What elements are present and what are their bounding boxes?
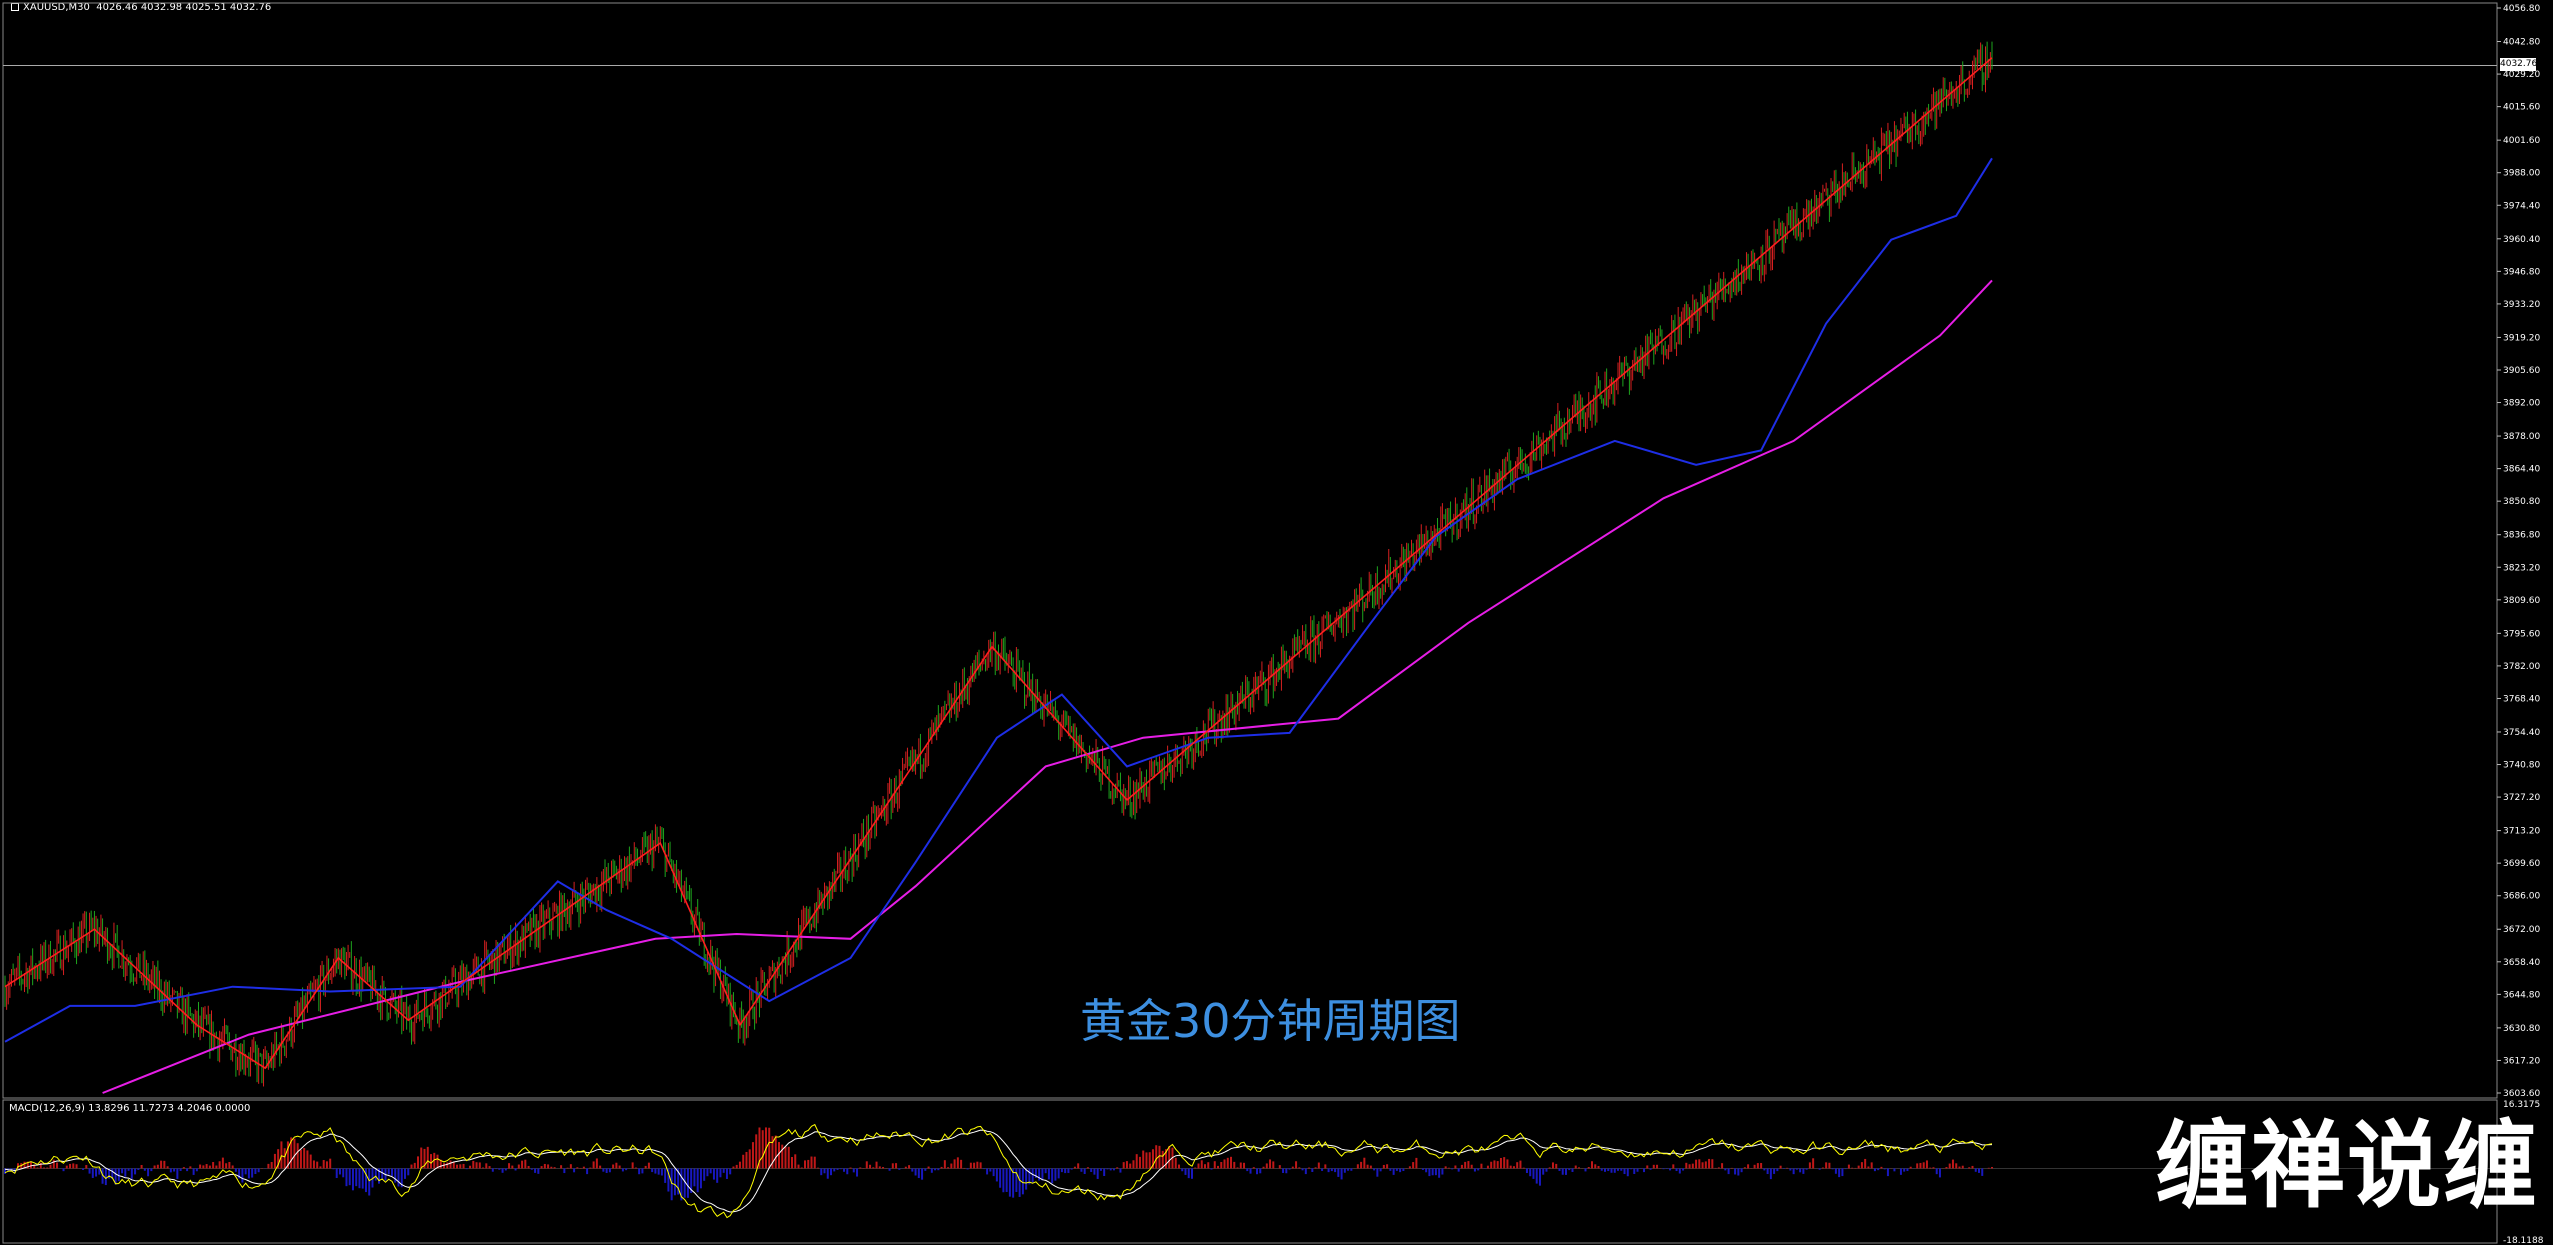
- macd-label: MACD(12,26,9) 13.8296 11.7273 4.2046 0.0…: [9, 1103, 251, 1114]
- y-tick-label: 3617.20: [2503, 1056, 2540, 1066]
- plot-frame: [2, 2, 2498, 1099]
- macd-frame: [2, 1099, 2498, 1244]
- chart-watermark: 黄金30分钟周期图: [1080, 994, 1461, 1048]
- ma-slow-line: [102, 279, 1993, 1094]
- y-tick-label: 3603.60: [2503, 1089, 2540, 1099]
- y-tick-label: 3850.80: [2503, 497, 2540, 507]
- macd-line: [4, 1123, 1993, 1219]
- y-tick-label: 3892.00: [2503, 399, 2540, 409]
- y-tick-label: 3795.60: [2503, 629, 2540, 639]
- y-tick-label: 3727.20: [2503, 793, 2540, 803]
- y-tick-label: 3740.80: [2503, 761, 2540, 771]
- y-tick-label: 3919.20: [2503, 333, 2540, 343]
- candles: [4, 41, 1993, 1087]
- y-tick-label: 3974.40: [2503, 201, 2540, 211]
- y-tick-label: 3713.20: [2503, 827, 2540, 837]
- y-tick-label: 3768.40: [2503, 694, 2540, 704]
- macd-tick-label: -18.1188: [2503, 1236, 2544, 1245]
- y-tick-label: 3836.80: [2503, 531, 2540, 541]
- y-tick-label: 3864.40: [2503, 465, 2540, 475]
- macd-tick-label: 0.00: [2503, 1164, 2523, 1174]
- y-tick-label: 3644.80: [2503, 990, 2540, 1000]
- y-tick-label: 4056.80: [2503, 4, 2540, 14]
- symbol-label: XAUUSD,M30: [23, 2, 90, 13]
- y-tick-label: 3960.40: [2503, 235, 2540, 245]
- y-tick-label: 3658.40: [2503, 958, 2540, 968]
- y-tick-label: 3988.00: [2503, 169, 2540, 179]
- y-tick-label: 3782.00: [2503, 662, 2540, 672]
- ma-fast-line: [4, 157, 1993, 1043]
- y-tick-label: 4015.60: [2503, 103, 2540, 113]
- y-tick-label: 3630.80: [2503, 1024, 2540, 1034]
- y-tick-label: 4029.20: [2503, 70, 2540, 80]
- ohlc-label: 4026.46 4032.98 4025.51 4032.76: [96, 2, 272, 13]
- last-price-tag: 4032.76: [2500, 58, 2538, 71]
- signature-logo: 缠禅说缠: [2155, 1112, 2540, 1221]
- y-tick-label: 4042.80: [2503, 38, 2540, 48]
- y-tick-label: 3754.40: [2503, 728, 2540, 738]
- y-tick-label: 3878.00: [2503, 432, 2540, 442]
- zigzag-line: [4, 57, 1993, 1070]
- y-tick-label: 3699.60: [2503, 859, 2540, 869]
- y-tick-label: 3946.80: [2503, 267, 2540, 277]
- y-tick-label: 3823.20: [2503, 563, 2540, 573]
- y-tick-label: 3809.60: [2503, 596, 2540, 606]
- macd-tick-label: 16.3175: [2503, 1100, 2540, 1110]
- macd-panel: 16.3175 0.00 -18.1188: [3, 1100, 2544, 1245]
- price-axis: 4056.80 4042.80 4029.20 4015.60 4001.60 3988.…: [2497, 4, 2540, 1099]
- macd-signal-line: [4, 1129, 1993, 1213]
- y-tick-label: 3905.60: [2503, 366, 2540, 376]
- y-tick-label: 3672.00: [2503, 925, 2540, 935]
- y-tick-label: 3933.20: [2503, 300, 2540, 310]
- y-tick-label: 4001.60: [2503, 136, 2540, 146]
- y-tick-label: 3686.00: [2503, 892, 2540, 902]
